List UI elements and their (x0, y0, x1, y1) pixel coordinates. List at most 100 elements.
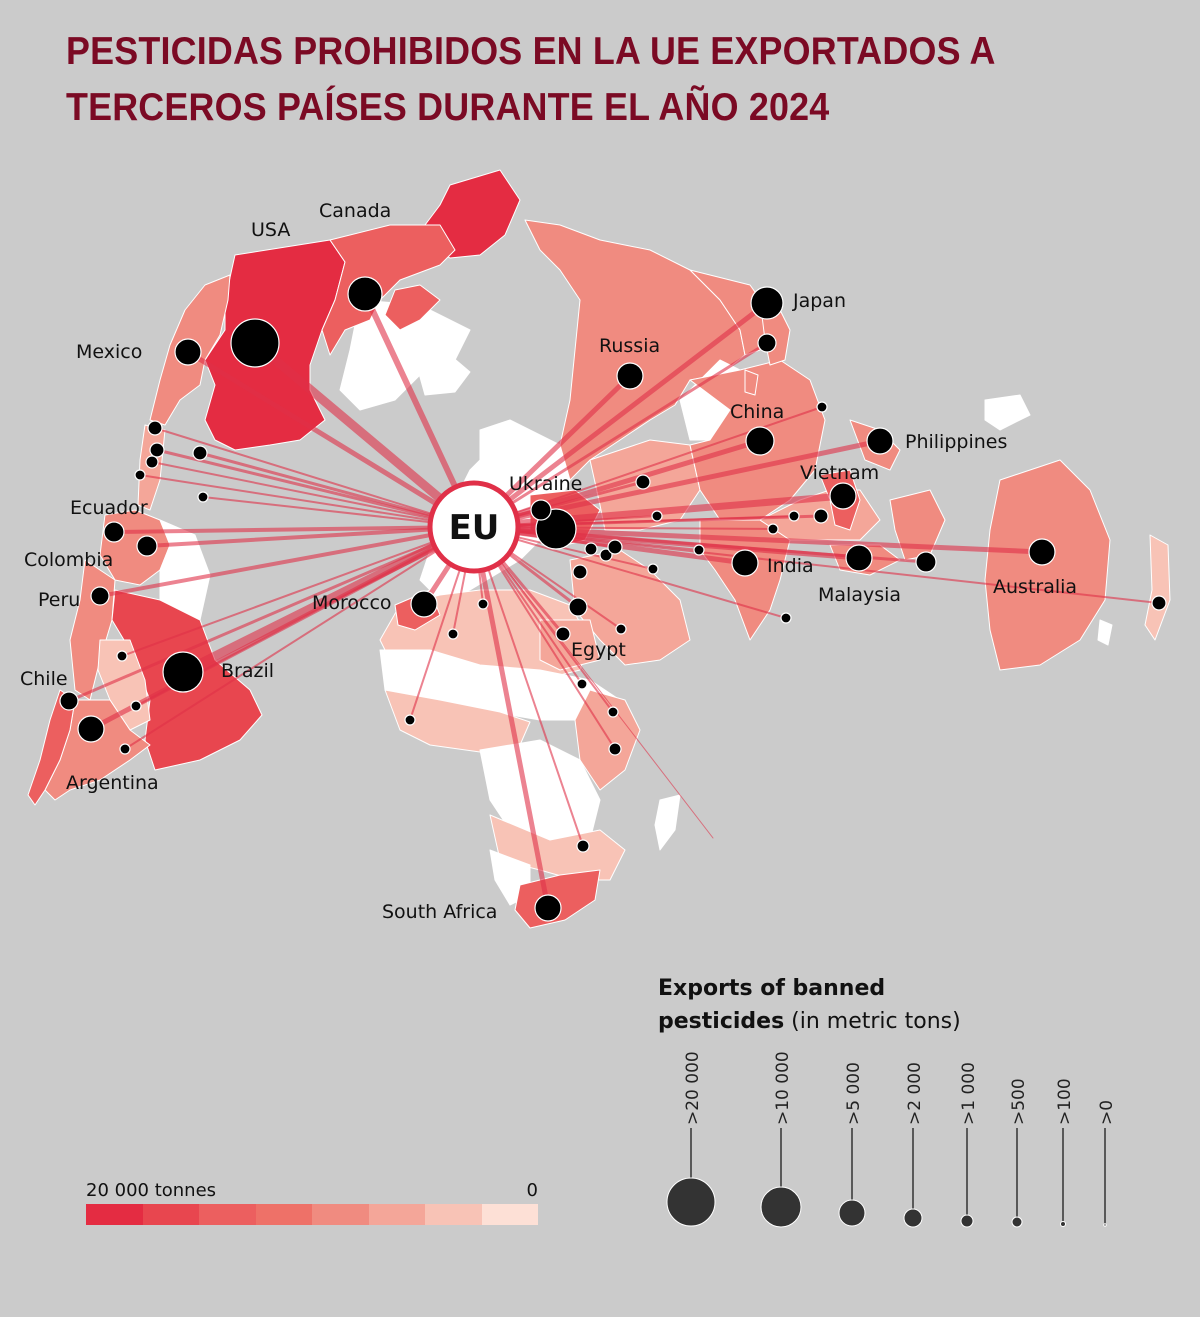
country-new-zealand (1144, 534, 1171, 641)
legend-title-unit: (in metric tons) (784, 1009, 961, 1034)
label-usa: USA (251, 219, 290, 241)
bubble-pakistan (693, 544, 705, 556)
bubble-caribbean-2 (149, 442, 165, 458)
bubble-korea (757, 333, 777, 353)
bubble-egypt (555, 626, 571, 642)
label-philippines: Philippines (905, 431, 1007, 453)
color-scale-bar (86, 1204, 538, 1225)
scale-swatch-6 (368, 1204, 425, 1225)
legend-bin-500: >500 (1009, 1078, 1029, 1125)
label-brazil: Brazil (221, 660, 274, 682)
country-australia (984, 459, 1111, 671)
bubble-iran (607, 539, 623, 555)
title-line-2: TERCEROS PAÍSES DURANTE EL AÑO 2024 (66, 86, 830, 129)
bubble-caribbean-1 (147, 420, 163, 436)
bubble-cambodia (813, 508, 829, 524)
bubble-sri-lanka (780, 612, 792, 624)
bubble-india (731, 549, 759, 577)
scale-min-label: 0 (526, 1180, 538, 1201)
bubble-australia (1028, 538, 1056, 566)
bubble-bolivia (116, 650, 128, 662)
region-papua (984, 394, 1031, 431)
bubble-usa (230, 318, 280, 368)
bubble-caribbean-5 (134, 469, 146, 481)
legend-title-line2: pesticides (658, 1009, 785, 1034)
country-chile (27, 689, 76, 806)
bubble-caribbean-3 (145, 455, 159, 469)
bubble-vietnam (829, 482, 857, 510)
color-scale-legend: 20 000 tonnes 0 (86, 1180, 538, 1225)
scale-swatch-7 (425, 1204, 482, 1225)
bubble-china (745, 426, 775, 456)
label-chile: Chile (20, 668, 68, 690)
legend-bubble-2000 (903, 1208, 923, 1228)
legend-bin-5000: >5 000 (844, 1062, 864, 1125)
bubble-algeria (477, 598, 489, 610)
bubble-saudi (615, 623, 627, 635)
bubble-thailand (788, 510, 800, 522)
bubble-indonesia (915, 551, 937, 573)
bubble-ecuador (103, 521, 125, 543)
bubble-uzbekistan (651, 510, 663, 522)
scale-swatch-5 (312, 1204, 369, 1225)
title-line-1: PESTICIDAS PROHIBIDOS EN LA UE EXPORTADO… (66, 30, 996, 73)
bubble-paraguay (130, 700, 142, 712)
label-mexico: Mexico (76, 341, 142, 363)
scale-swatch-8 (481, 1204, 538, 1225)
scale-swatch-2 (142, 1204, 199, 1225)
eu-label: EU (449, 508, 500, 548)
label-peru: Peru (38, 589, 80, 611)
bubble-brazil (162, 651, 204, 693)
legend-bubble-100 (1060, 1221, 1066, 1227)
label-ukraine: Ukraine (509, 473, 582, 495)
export-bubbles (59, 276, 1167, 922)
legend-title-line1: Exports of banned (658, 976, 886, 1001)
legend-bubble-0 (1103, 1223, 1107, 1227)
label-morocco: Morocco (312, 592, 392, 614)
bubble-chile (59, 691, 79, 711)
bubble-colombia (136, 535, 158, 557)
bubble-israel (568, 597, 588, 617)
bubble-malaysia (845, 544, 873, 572)
bubble-south-africa (534, 894, 562, 922)
bubble-peru (90, 586, 110, 606)
canada-islands (384, 284, 441, 331)
bubble-kazakhstan (635, 474, 651, 490)
bubble-zimbabwe (576, 839, 590, 853)
page-title: PESTICIDAS PROHIBIDOS EN LA UE EXPORTADO… (66, 24, 1078, 136)
bubble-japan (750, 286, 784, 320)
country-korea (744, 369, 759, 396)
country-iceland (417, 354, 471, 396)
scale-max-label: 20 000 tonnes (86, 1180, 217, 1201)
bubble-argentina (77, 715, 105, 743)
bubble-kenya (608, 742, 622, 756)
bubble-philippines (866, 427, 894, 455)
eu-hub: EU (427, 480, 521, 574)
legend-bin-0: >0 (1097, 1100, 1117, 1125)
bubble-taiwan (816, 401, 828, 413)
bubble-turkey (572, 564, 588, 580)
label-colombia: Colombia (24, 549, 113, 571)
country-usa-alaska (424, 169, 521, 259)
bubble-russia (616, 362, 644, 390)
bubble-sudan (576, 678, 588, 690)
legend-bin-100: >100 (1055, 1078, 1075, 1125)
bubble-ethiopia (607, 706, 619, 718)
legend-bubble-1000 (960, 1214, 974, 1228)
legend-bin-1000: >1 000 (959, 1062, 979, 1125)
label-russia: Russia (599, 335, 660, 357)
bubble-tunisia (447, 628, 459, 640)
bubble-caribbean-4 (192, 445, 208, 461)
bubble-belarus (530, 499, 552, 521)
bubble-canada (347, 276, 383, 312)
legend-bubble-20000 (666, 1177, 716, 1227)
label-india: India (767, 555, 814, 577)
label-australia: Australia (993, 576, 1077, 598)
bubble-georgia (584, 542, 598, 556)
bubble-senegal (404, 714, 416, 726)
region-east-africa (574, 689, 641, 791)
bubble-oman (647, 563, 659, 575)
label-china: China (730, 401, 784, 423)
country-labels: USA Canada Mexico Ecuador Colombia Peru … (20, 200, 1077, 923)
